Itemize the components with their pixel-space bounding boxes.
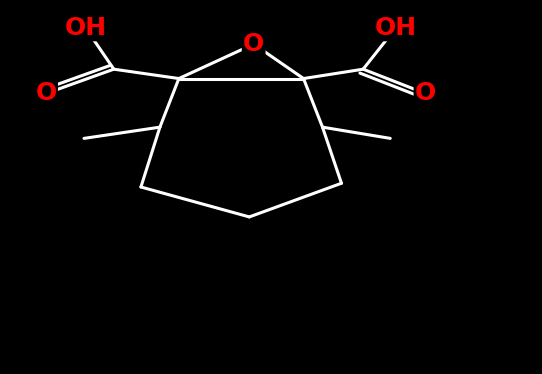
Text: OH: OH <box>375 16 417 40</box>
Text: O: O <box>243 32 264 56</box>
Text: OH: OH <box>64 16 107 40</box>
Text: O: O <box>35 82 57 105</box>
Text: O: O <box>415 82 436 105</box>
